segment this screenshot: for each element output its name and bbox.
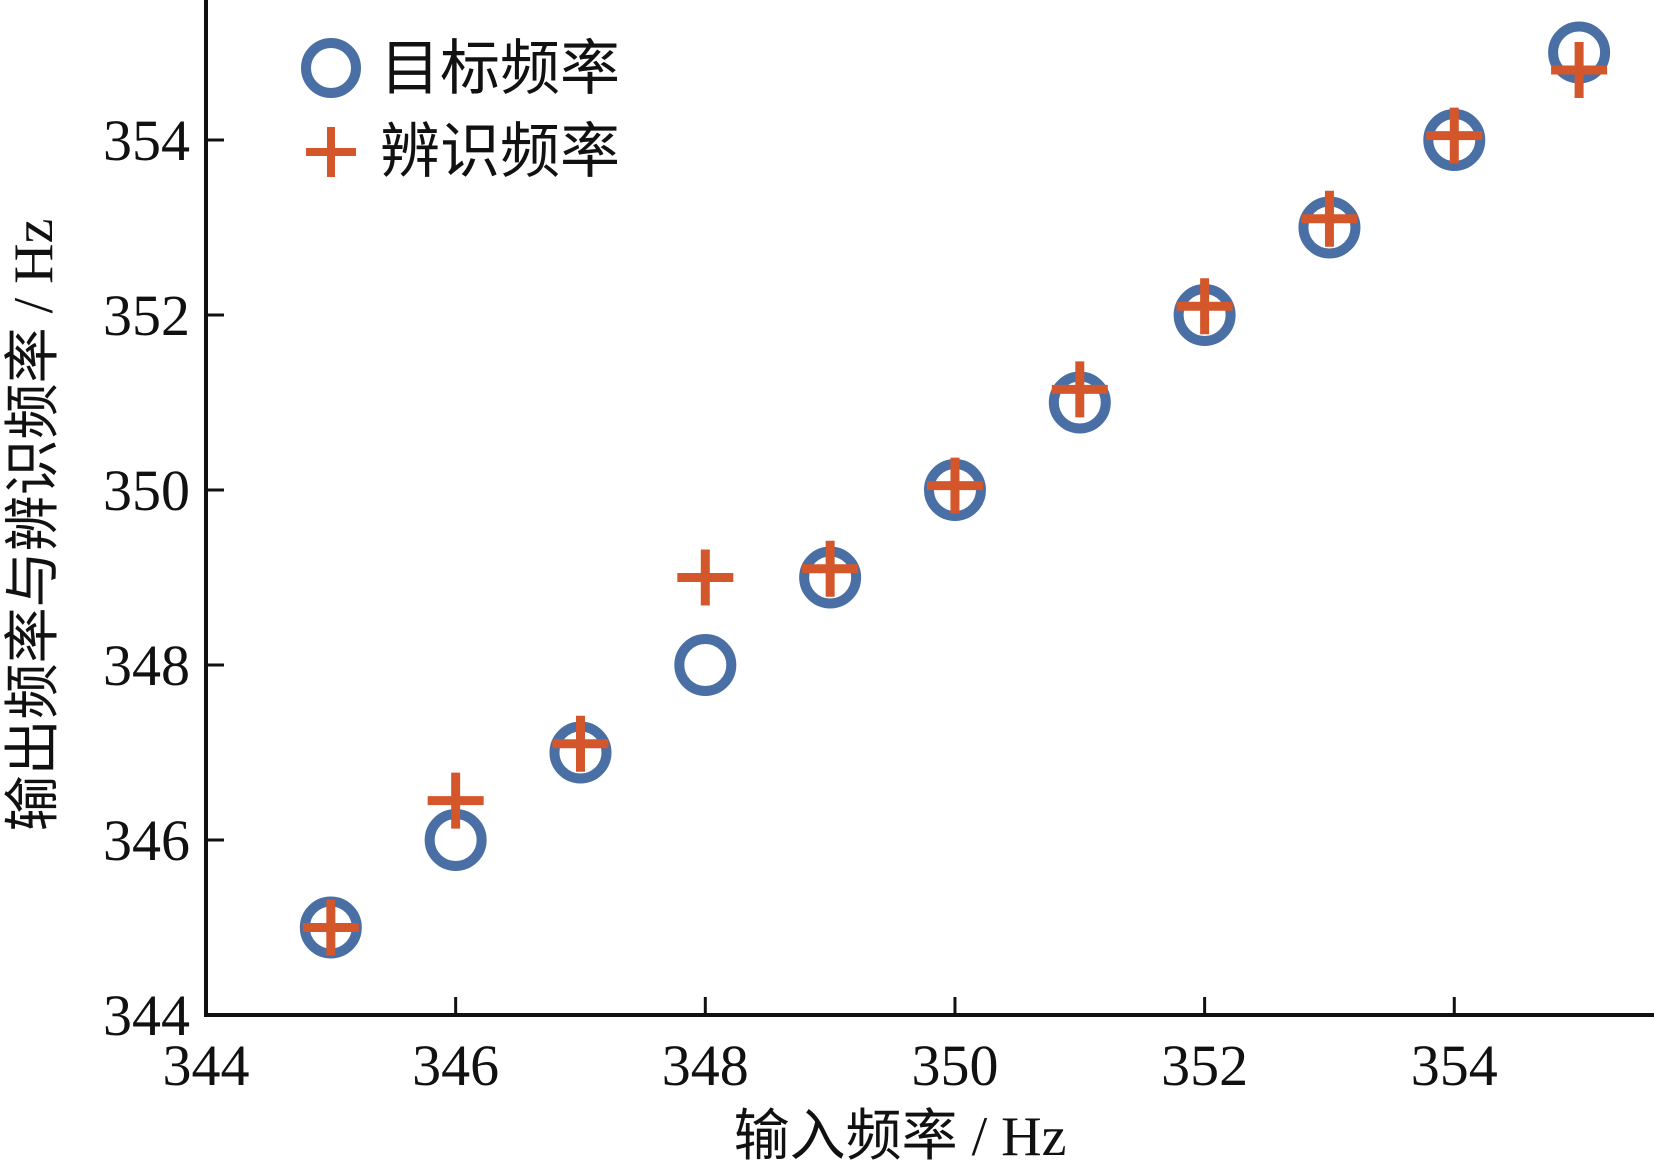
target-point: [674, 634, 737, 696]
identified-point: [1176, 278, 1233, 335]
y-tick-label: 350: [103, 458, 190, 523]
identified-point: [302, 899, 359, 956]
x-tick-label: 350: [911, 1033, 998, 1098]
identified-point: [427, 772, 484, 829]
x-ticks: 344 346 348 350 352 354: [163, 997, 1498, 1098]
legend-label-target: 目标频率: [380, 36, 620, 102]
x-tick-label: 346: [412, 1033, 499, 1098]
identified-point: [1051, 361, 1108, 418]
axes: [204, 0, 1654, 1017]
x-tick-label: 352: [1161, 1033, 1248, 1098]
identified-point: [926, 457, 983, 514]
identified-point: [1301, 190, 1358, 247]
identified-point: [1426, 107, 1483, 164]
legend-circle-marker: [301, 38, 361, 98]
identified-point: [802, 540, 859, 597]
y-tick-label: 352: [103, 283, 190, 348]
y-axis-title: 输出频率与辨识频率 / Hz: [3, 219, 65, 832]
x-tick-label: 348: [662, 1033, 749, 1098]
y-tick-label: 354: [103, 108, 190, 173]
series-identified: [302, 42, 1608, 956]
x-tick-label: 344: [163, 1033, 250, 1098]
y-tick-label: 348: [103, 633, 190, 698]
identified-point: [677, 549, 734, 606]
y-tick-label: 344: [103, 983, 190, 1048]
y-ticks: 344 346 348 350 352 354: [103, 108, 224, 1048]
legend: 目标频率 辨识频率: [301, 36, 620, 185]
legend-plus-marker: [306, 127, 356, 177]
x-axis-title: 输入频率 / Hz: [734, 1106, 1067, 1164]
y-tick-label: 346: [103, 808, 190, 873]
legend-label-identified: 辨识频率: [380, 119, 620, 185]
data-marks: [299, 21, 1611, 959]
identified-point: [1551, 42, 1608, 98]
x-tick-label: 354: [1411, 1033, 1498, 1098]
identified-point: [552, 715, 609, 772]
